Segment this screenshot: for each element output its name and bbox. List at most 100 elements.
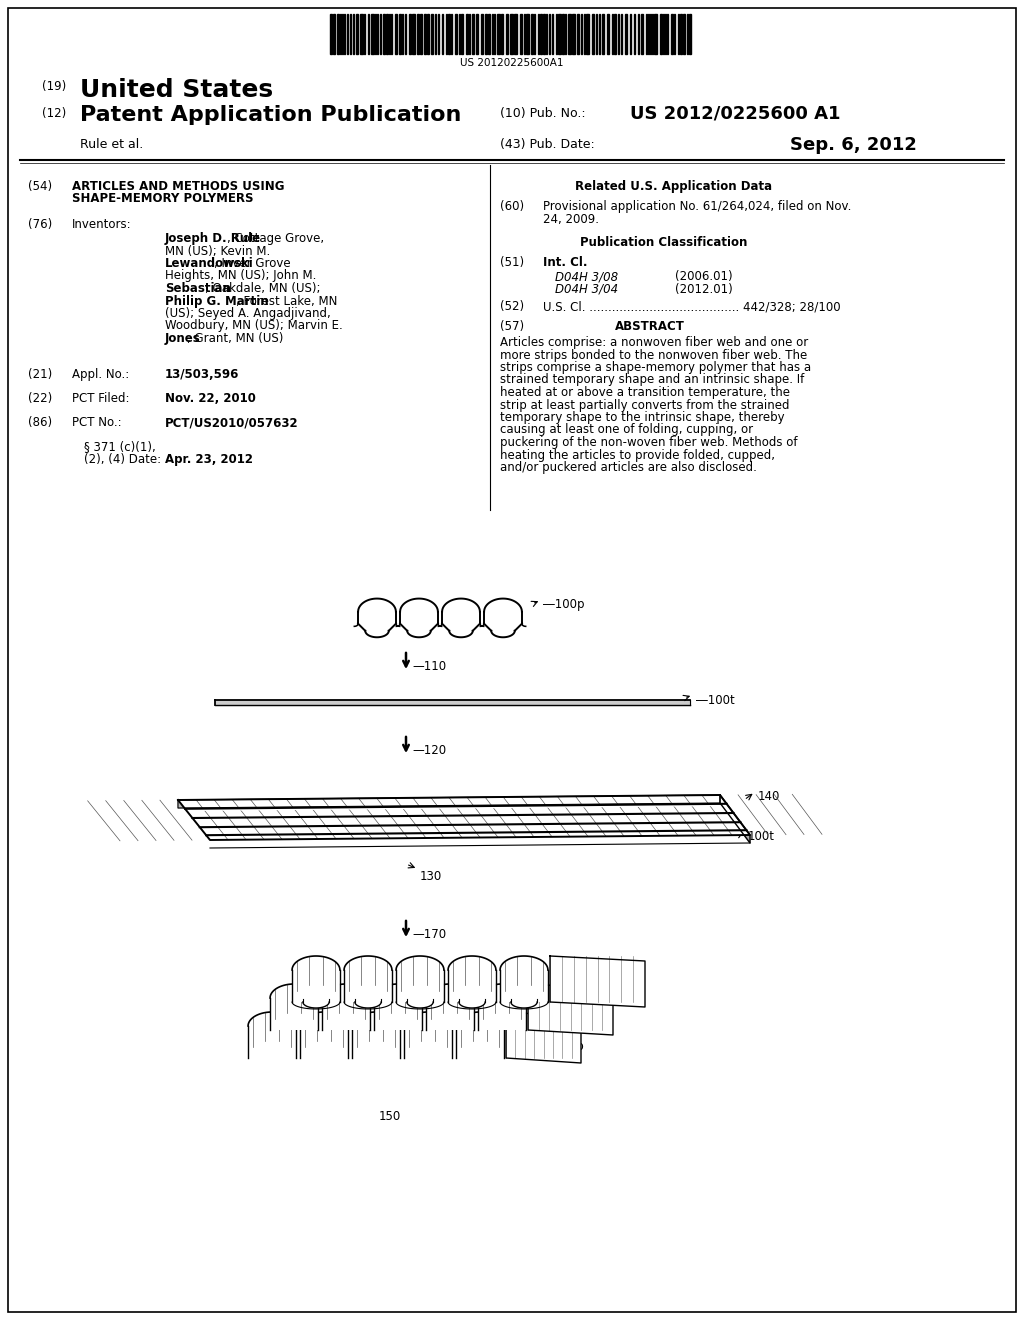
Polygon shape bbox=[344, 956, 392, 1002]
Bar bbox=[481, 15, 483, 54]
Bar bbox=[671, 15, 673, 54]
Bar bbox=[488, 15, 490, 54]
Polygon shape bbox=[178, 795, 750, 840]
Text: US 2012/0225600 A1: US 2012/0225600 A1 bbox=[630, 106, 841, 123]
Bar bbox=[461, 15, 463, 54]
Text: ―100t: ―100t bbox=[696, 694, 735, 708]
Bar bbox=[543, 15, 545, 54]
Text: heated at or above a transition temperature, the: heated at or above a transition temperat… bbox=[500, 385, 790, 399]
Polygon shape bbox=[292, 956, 340, 1002]
Bar bbox=[540, 15, 542, 54]
Bar bbox=[572, 15, 575, 54]
Bar bbox=[386, 15, 388, 54]
Text: (US); Seyed A. Angadjivand,: (US); Seyed A. Angadjivand, bbox=[165, 308, 331, 319]
Text: Rule et al.: Rule et al. bbox=[80, 139, 143, 150]
Bar bbox=[689, 15, 691, 54]
Polygon shape bbox=[248, 1012, 296, 1059]
Text: (10) Pub. No.:: (10) Pub. No.: bbox=[500, 107, 586, 120]
Bar bbox=[520, 15, 522, 54]
Text: ―100p: ―100p bbox=[543, 598, 585, 611]
Text: 100t: 100t bbox=[748, 830, 775, 843]
Bar bbox=[417, 15, 419, 54]
Text: , Cottage Grove,: , Cottage Grove, bbox=[227, 232, 324, 246]
Text: puckering of the non-woven fiber web. Methods of: puckering of the non-woven fiber web. Me… bbox=[500, 436, 798, 449]
Bar bbox=[531, 15, 534, 54]
Text: Heights, MN (US); John M.: Heights, MN (US); John M. bbox=[165, 269, 316, 282]
Text: —170: —170 bbox=[412, 928, 446, 941]
Polygon shape bbox=[404, 1012, 452, 1059]
Bar bbox=[472, 15, 474, 54]
Text: D04H 3/04: D04H 3/04 bbox=[555, 282, 618, 296]
Bar bbox=[337, 15, 339, 54]
Text: ARTICLES AND METHODS USING: ARTICLES AND METHODS USING bbox=[72, 180, 285, 193]
Bar bbox=[395, 15, 397, 54]
Text: ABSTRACT: ABSTRACT bbox=[615, 319, 685, 333]
Bar bbox=[586, 15, 589, 54]
Bar bbox=[409, 15, 411, 54]
Text: (22): (22) bbox=[28, 392, 52, 405]
Bar bbox=[641, 15, 643, 54]
Text: , Grant, MN (US): , Grant, MN (US) bbox=[187, 333, 284, 345]
Text: 24, 2009.: 24, 2009. bbox=[543, 213, 599, 226]
Text: 160: 160 bbox=[570, 960, 592, 973]
Text: , Forest Lake, MN: , Forest Lake, MN bbox=[236, 294, 337, 308]
Polygon shape bbox=[303, 999, 329, 1008]
Text: 100p: 100p bbox=[555, 1040, 585, 1053]
Text: (60): (60) bbox=[500, 201, 524, 213]
Text: (76): (76) bbox=[28, 218, 52, 231]
Text: Appl. No.:: Appl. No.: bbox=[72, 368, 129, 381]
Text: Articles comprise: a nonwoven fiber web and one or: Articles comprise: a nonwoven fiber web … bbox=[500, 337, 808, 348]
Text: , Oakdale, MN (US);: , Oakdale, MN (US); bbox=[205, 282, 321, 294]
Text: (12): (12) bbox=[42, 107, 67, 120]
Text: PCT No.:: PCT No.: bbox=[72, 416, 122, 429]
Bar bbox=[660, 15, 662, 54]
Bar bbox=[577, 15, 579, 54]
Text: —120: —120 bbox=[412, 744, 446, 756]
Bar bbox=[683, 15, 685, 54]
Text: more strips bonded to the nonwoven fiber web. The: more strips bonded to the nonwoven fiber… bbox=[500, 348, 807, 362]
Bar bbox=[476, 15, 478, 54]
Polygon shape bbox=[528, 983, 613, 1035]
Bar bbox=[562, 15, 564, 54]
Text: (86): (86) bbox=[28, 416, 52, 429]
Bar bbox=[356, 15, 358, 54]
Bar bbox=[360, 15, 362, 54]
Bar bbox=[420, 15, 422, 54]
Text: Sep. 6, 2012: Sep. 6, 2012 bbox=[790, 136, 916, 154]
Text: 140: 140 bbox=[758, 789, 780, 803]
Text: Lewandowski: Lewandowski bbox=[165, 257, 254, 271]
Text: § 371 (c)(1),: § 371 (c)(1), bbox=[84, 440, 156, 453]
Text: and/or puckered articles are also disclosed.: and/or puckered articles are also disclo… bbox=[500, 461, 757, 474]
Polygon shape bbox=[352, 1012, 400, 1059]
Bar bbox=[526, 15, 529, 54]
Bar bbox=[514, 15, 517, 54]
Polygon shape bbox=[407, 999, 433, 1008]
Text: (21): (21) bbox=[28, 368, 52, 381]
Bar bbox=[333, 15, 335, 54]
Bar bbox=[497, 15, 500, 54]
Text: (2), (4) Date:: (2), (4) Date: bbox=[84, 453, 161, 466]
Bar bbox=[371, 15, 374, 54]
Polygon shape bbox=[500, 956, 548, 1002]
Text: (19): (19) bbox=[42, 81, 67, 92]
Bar bbox=[455, 15, 457, 54]
Bar bbox=[625, 15, 627, 54]
Text: PCT Filed:: PCT Filed: bbox=[72, 392, 129, 405]
Text: strips comprise a shape-memory polymer that has a: strips comprise a shape-memory polymer t… bbox=[500, 360, 811, 374]
Bar bbox=[427, 15, 429, 54]
Bar bbox=[330, 15, 332, 54]
Text: Jones: Jones bbox=[165, 333, 201, 345]
Text: Int. Cl.: Int. Cl. bbox=[543, 256, 588, 269]
Text: MN (US); Kevin M.: MN (US); Kevin M. bbox=[165, 244, 270, 257]
Bar bbox=[680, 15, 682, 54]
Text: Nov. 22, 2010: Nov. 22, 2010 bbox=[165, 392, 256, 405]
Bar bbox=[602, 15, 604, 54]
Polygon shape bbox=[459, 999, 485, 1008]
Polygon shape bbox=[215, 700, 690, 705]
Text: Philip G. Martin: Philip G. Martin bbox=[165, 294, 268, 308]
Text: SHAPE-MEMORY POLYMERS: SHAPE-MEMORY POLYMERS bbox=[72, 193, 254, 206]
Bar bbox=[506, 15, 508, 54]
Text: 150: 150 bbox=[379, 1110, 401, 1123]
Polygon shape bbox=[374, 983, 422, 1030]
Text: —110: —110 bbox=[412, 660, 446, 673]
